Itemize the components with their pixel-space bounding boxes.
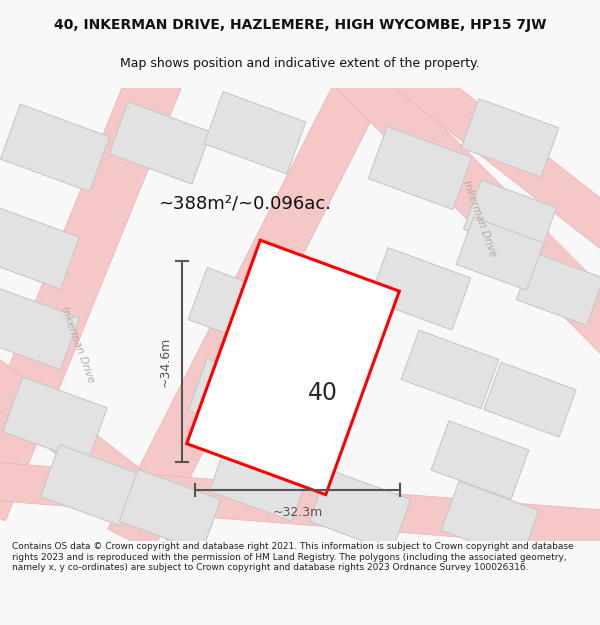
Text: 40: 40	[308, 381, 338, 404]
Polygon shape	[441, 481, 539, 560]
Polygon shape	[333, 50, 600, 356]
Polygon shape	[369, 248, 471, 330]
Polygon shape	[431, 421, 529, 499]
Polygon shape	[1, 104, 110, 192]
Polygon shape	[0, 289, 79, 370]
Polygon shape	[3, 377, 107, 462]
Text: Inkerman Drive: Inkerman Drive	[461, 179, 499, 258]
Polygon shape	[309, 469, 411, 552]
Text: ~34.6m: ~34.6m	[159, 336, 172, 386]
Polygon shape	[188, 268, 292, 351]
Polygon shape	[188, 358, 292, 441]
Polygon shape	[388, 51, 600, 254]
Polygon shape	[109, 102, 211, 184]
Polygon shape	[368, 126, 472, 209]
Text: Inkerman Drive: Inkerman Drive	[59, 305, 97, 384]
Polygon shape	[464, 180, 556, 257]
Polygon shape	[0, 461, 600, 549]
Polygon shape	[484, 362, 576, 437]
Polygon shape	[516, 253, 600, 326]
Text: ~388m²/~0.096ac.: ~388m²/~0.096ac.	[158, 194, 331, 213]
Polygon shape	[108, 56, 392, 552]
Polygon shape	[119, 469, 221, 552]
Text: ~32.3m: ~32.3m	[272, 506, 323, 519]
Polygon shape	[41, 444, 139, 526]
Polygon shape	[0, 208, 79, 289]
Text: Map shows position and indicative extent of the property.: Map shows position and indicative extent…	[120, 56, 480, 69]
Polygon shape	[209, 439, 311, 521]
Polygon shape	[0, 57, 185, 521]
Polygon shape	[0, 354, 212, 556]
Polygon shape	[204, 92, 306, 174]
Text: Contains OS data © Crown copyright and database right 2021. This information is : Contains OS data © Crown copyright and d…	[12, 542, 574, 572]
Polygon shape	[461, 99, 559, 177]
Polygon shape	[187, 240, 400, 494]
Polygon shape	[456, 217, 544, 290]
Polygon shape	[401, 330, 499, 409]
Text: 40, INKERMAN DRIVE, HAZLEMERE, HIGH WYCOMBE, HP15 7JW: 40, INKERMAN DRIVE, HAZLEMERE, HIGH WYCO…	[54, 18, 546, 31]
